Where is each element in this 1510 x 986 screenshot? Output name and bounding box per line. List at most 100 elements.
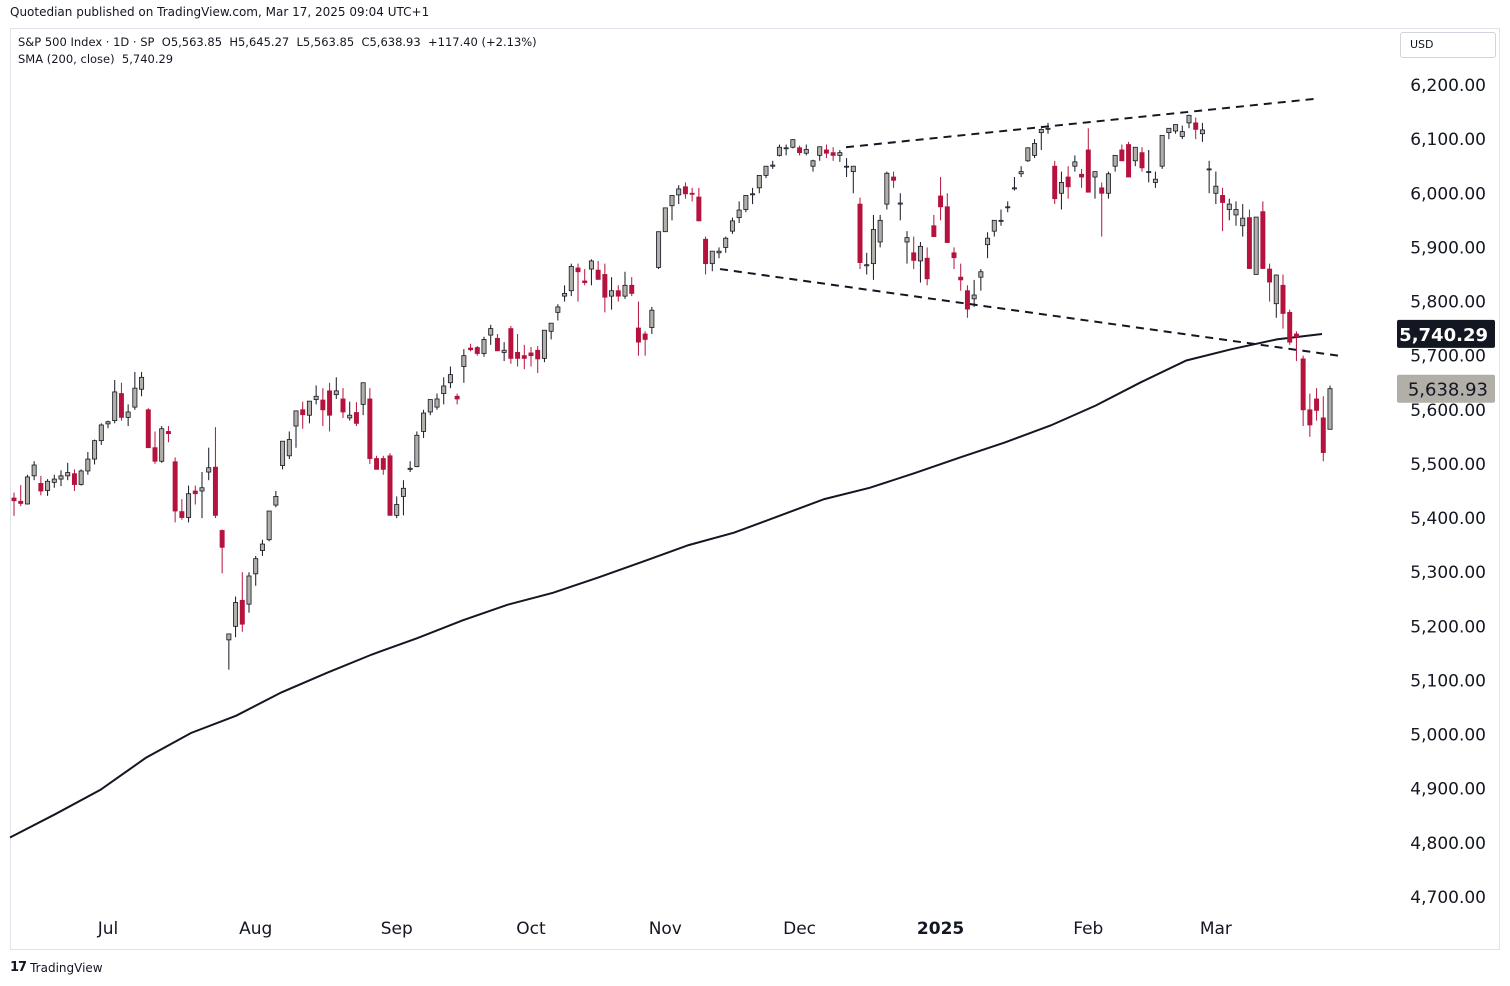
candle-body bbox=[259, 543, 265, 551]
candle-body bbox=[1179, 131, 1185, 137]
candle-body bbox=[1018, 171, 1024, 175]
candle-body bbox=[78, 470, 84, 485]
candle-body bbox=[1099, 187, 1105, 194]
candle-body bbox=[528, 352, 534, 357]
candle-body bbox=[837, 152, 843, 156]
candle-body bbox=[414, 434, 420, 468]
candle-body bbox=[756, 175, 762, 189]
candle-body bbox=[374, 458, 380, 470]
footer: 17 TradingView bbox=[10, 960, 103, 975]
candle-body bbox=[400, 487, 406, 497]
candle-body bbox=[1038, 128, 1044, 134]
candle-body bbox=[783, 147, 789, 150]
candle-body bbox=[306, 400, 312, 416]
candle-body bbox=[904, 237, 910, 243]
candle-body bbox=[1166, 127, 1172, 134]
candle-body bbox=[333, 390, 339, 396]
candle-body bbox=[817, 146, 823, 156]
tradingview-logo-icon[interactable]: 17 bbox=[10, 960, 27, 975]
candle-body bbox=[844, 165, 850, 168]
candle-body bbox=[1005, 206, 1011, 209]
candle-body bbox=[1307, 409, 1313, 426]
candle-body bbox=[595, 269, 601, 280]
candle-body bbox=[65, 472, 71, 477]
candle-body bbox=[320, 399, 326, 411]
x-tick-label: Sep bbox=[381, 919, 413, 939]
candle-body bbox=[118, 393, 124, 418]
candle-body bbox=[797, 147, 803, 154]
candle-body bbox=[24, 476, 30, 505]
legend-sma-line: SMA (200, close) 5,740.29 bbox=[18, 52, 174, 66]
candle-body bbox=[1220, 195, 1226, 203]
candle-body bbox=[709, 250, 715, 265]
candle-body bbox=[1193, 122, 1199, 130]
candle-body bbox=[152, 447, 158, 462]
candle-body bbox=[689, 192, 695, 195]
candle-body bbox=[145, 409, 151, 449]
x-tick-label: Dec bbox=[783, 919, 816, 939]
candle-body bbox=[924, 257, 930, 280]
candle-body bbox=[481, 339, 487, 354]
candle-body bbox=[447, 374, 453, 384]
candle-body bbox=[85, 458, 91, 472]
y-tick-label: 4,900.00 bbox=[1410, 780, 1486, 800]
candle-body bbox=[515, 352, 521, 359]
candle-body bbox=[857, 203, 863, 263]
candle-body bbox=[1126, 144, 1132, 178]
published-note: Quotedian published on TradingView.com, … bbox=[10, 5, 430, 19]
candle-body bbox=[58, 475, 64, 480]
candle-body bbox=[474, 347, 480, 354]
candle-body bbox=[394, 504, 400, 516]
candle-body bbox=[407, 467, 413, 470]
candle-body bbox=[293, 410, 299, 427]
y-tick-label: 4,700.00 bbox=[1410, 888, 1486, 908]
candle-body bbox=[978, 271, 984, 278]
candle-body bbox=[535, 349, 541, 360]
tradingview-brand[interactable]: TradingView bbox=[30, 960, 103, 975]
candle-body bbox=[1293, 333, 1299, 338]
last-price-label: 5,638.93 bbox=[1408, 380, 1488, 401]
candle-body bbox=[313, 395, 319, 400]
candle-body bbox=[776, 146, 782, 156]
x-tick-label: Feb bbox=[1073, 919, 1103, 939]
sma-price-tag bbox=[1397, 319, 1495, 348]
candle-body bbox=[703, 238, 709, 265]
candle-body bbox=[226, 633, 232, 641]
candle-body bbox=[139, 376, 145, 390]
candle-body bbox=[1105, 173, 1111, 194]
x-tick-label: Mar bbox=[1200, 919, 1232, 939]
candle-body bbox=[944, 206, 950, 243]
candle-body bbox=[622, 284, 628, 297]
candle-body bbox=[1159, 134, 1165, 167]
x-tick-label: 2025 bbox=[917, 919, 964, 939]
candle-body bbox=[246, 575, 252, 605]
last-price-tag bbox=[1397, 374, 1495, 403]
candle-body bbox=[98, 424, 104, 442]
y-tick-label: 6,100.00 bbox=[1410, 130, 1486, 150]
candle-body bbox=[1233, 209, 1239, 216]
candle-body bbox=[1173, 124, 1179, 132]
candle-body bbox=[427, 399, 433, 413]
candle-body bbox=[1146, 171, 1152, 174]
candle-body bbox=[353, 412, 359, 424]
candle-body bbox=[179, 511, 185, 518]
candle-body bbox=[938, 195, 944, 208]
candle-body bbox=[1287, 311, 1293, 343]
y-tick-label: 5,100.00 bbox=[1410, 671, 1486, 691]
candle-body bbox=[609, 290, 615, 297]
candle-body bbox=[266, 510, 272, 541]
candle-body bbox=[280, 440, 286, 466]
candle-body bbox=[125, 411, 131, 418]
sma-200-line bbox=[9, 333, 1323, 839]
candle-body bbox=[172, 461, 178, 512]
candle-body bbox=[951, 252, 957, 259]
candle-body bbox=[273, 496, 279, 506]
sma-price-label: 5,740.29 bbox=[1399, 325, 1488, 346]
chart-frame bbox=[10, 28, 1500, 950]
candle-body bbox=[300, 409, 306, 416]
candle-body bbox=[454, 395, 460, 400]
currency-selector[interactable]: USD bbox=[1400, 32, 1496, 58]
candle-body bbox=[790, 139, 796, 148]
candle-body bbox=[931, 225, 937, 237]
